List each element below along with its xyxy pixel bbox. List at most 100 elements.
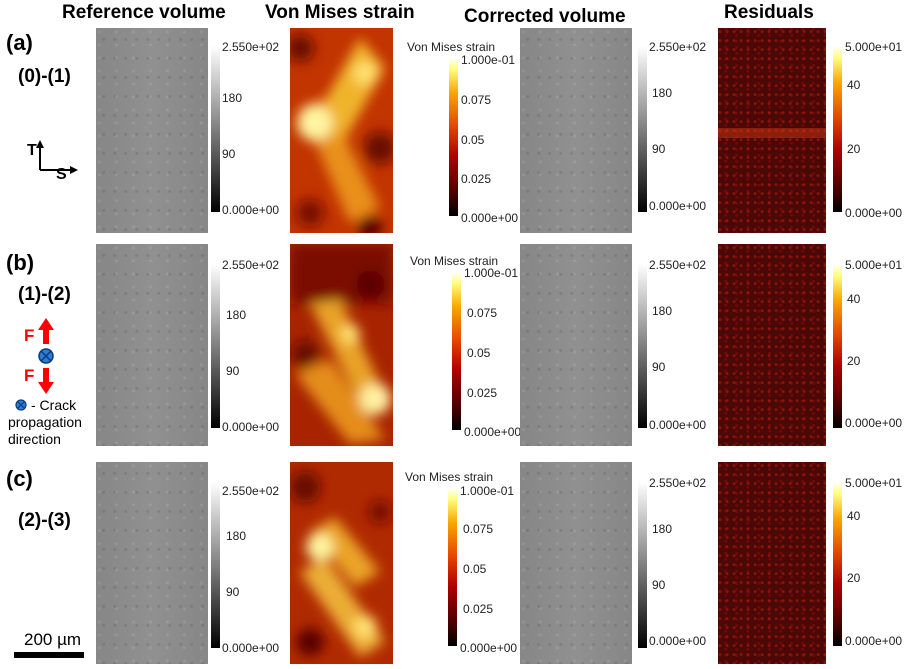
colorbar-gray-c [211,482,220,648]
colorbar-strain-a [449,58,458,216]
panel-label-b: (b) [6,250,35,275]
cb-gray-a-max: 2.550e+02 [222,40,280,54]
cb-strain-c-05: 0.05 [463,562,487,576]
force-arrows-icon [38,318,54,394]
cb-resid-a-max: 5.000e+01 [845,40,903,54]
cb-gray-c-min: 0.000e+00 [222,641,280,655]
pair-label-b: (1)-(2) [18,284,71,305]
cb-resid-c-max: 5.000e+01 [845,476,903,490]
colorbar-gray-cb [638,264,647,428]
cb-strain-a-title: Von Mises strain [407,40,496,54]
cb-strain-a-min: 0.000e+00 [461,211,519,225]
crack-legend-line2: propagation [8,414,82,430]
cb-strain-a-025: 0.025 [461,172,492,186]
axis-label-t: T [27,142,37,159]
cb-gray-cc-90: 90 [652,578,666,592]
cb-gray-c-90: 90 [226,585,240,599]
cb-strain-b-025: 0.025 [467,386,498,400]
colorbar-strain-b [452,272,461,430]
residuals-map-b [718,244,826,446]
colorbar-gray-b [211,264,220,428]
cb-strain-b-05: 0.05 [467,346,491,360]
cb-gray-a-90: 90 [222,147,236,161]
crack-symbol-icon [15,399,27,411]
cb-resid-a-min: 0.000e+00 [845,206,903,220]
cb-strain-b-title: Von Mises strain [410,254,499,268]
pair-label-a: (0)-(1) [18,66,71,87]
cb-gray-cc-180: 180 [652,522,673,536]
reference-image-b [96,244,208,446]
reference-image-a [96,28,208,233]
panel-label-a: (a) [6,30,33,55]
cb-gray-b-90: 90 [226,364,240,378]
residuals-map-a [718,28,826,233]
header-residuals: Residuals [724,2,814,23]
force-label-top: F [24,326,35,345]
reference-image-c [96,462,208,664]
residuals-map-c [718,462,826,664]
cb-strain-c-075: 0.075 [463,522,494,536]
scale-bar-label: 200 µm [24,630,82,649]
cb-strain-a-05: 0.05 [461,133,485,147]
colorbar-resid-c [833,482,842,646]
pair-label-c: (2)-(3) [18,510,71,531]
cb-gray-cb-min: 0.000e+00 [649,418,707,432]
cb-gray-ca-90: 90 [652,142,666,156]
cb-gray-b-max: 2.550e+02 [222,258,280,272]
axis-label-s: S [56,166,67,183]
cb-resid-a-40: 40 [847,78,861,92]
cb-strain-b-075: 0.075 [467,306,498,320]
header-von-mises-strain: Von Mises strain [265,2,415,23]
cb-strain-b-max: 1.000e-01 [464,266,519,280]
cb-gray-cb-90: 90 [652,360,666,374]
force-label-bottom: F [24,366,35,385]
cb-strain-c-025: 0.025 [463,602,494,616]
cb-resid-c-40: 40 [847,509,861,523]
cb-gray-ca-180: 180 [652,86,673,100]
strain-map-c [290,462,393,664]
cb-gray-c-180: 180 [226,529,247,543]
cb-gray-ca-min: 0.000e+00 [649,199,707,213]
strain-map-b [290,244,393,446]
cb-gray-a-min: 0.000e+00 [222,203,280,217]
panel-label-c: (c) [6,466,33,491]
scale-bar [14,652,84,658]
cb-resid-c-20: 20 [847,571,861,585]
cb-strain-c-min: 0.000e+00 [460,641,518,655]
cb-strain-b-min: 0.000e+00 [464,425,522,439]
cb-gray-ca-max: 2.550e+02 [649,40,707,54]
cb-gray-cb-max: 2.550e+02 [649,258,707,272]
corrected-image-b [520,244,632,446]
colorbar-gray-ca [638,46,647,212]
cb-resid-a-20: 20 [847,142,861,156]
cb-resid-b-40: 40 [847,292,861,306]
corrected-image-c [520,462,632,664]
cb-gray-cc-min: 0.000e+00 [649,634,707,648]
cb-strain-a-max: 1.000e-01 [461,53,516,67]
cb-gray-cc-max: 2.550e+02 [649,476,707,490]
colorbar-gray-a [211,46,220,212]
cb-gray-c-max: 2.550e+02 [222,484,280,498]
cb-resid-b-min: 0.000e+00 [845,416,903,430]
strain-map-a [290,28,393,233]
cb-strain-c-title: Von Mises strain [405,470,494,484]
corrected-image-a [520,28,632,233]
cb-resid-b-20: 20 [847,354,861,368]
axes-ts-icon [36,140,78,174]
header-corrected-volume: Corrected volume [464,6,626,27]
cb-gray-b-180: 180 [226,308,247,322]
crack-legend-label: - Crack [31,397,77,413]
colorbar-resid-b [833,264,842,428]
cb-gray-b-min: 0.000e+00 [222,420,280,434]
cb-resid-c-min: 0.000e+00 [845,634,903,648]
cb-resid-b-max: 5.000e+01 [845,258,903,272]
cb-strain-a-075: 0.075 [461,93,492,107]
cb-strain-c-max: 1.000e-01 [460,484,515,498]
cb-gray-cb-180: 180 [652,304,673,318]
colorbar-resid-a [833,46,842,212]
crack-legend-line3: direction [8,431,61,447]
colorbar-strain-c [448,488,457,646]
header-reference-volume: Reference volume [62,2,226,23]
cb-gray-a-180: 180 [222,91,243,105]
colorbar-gray-cc [638,482,647,648]
